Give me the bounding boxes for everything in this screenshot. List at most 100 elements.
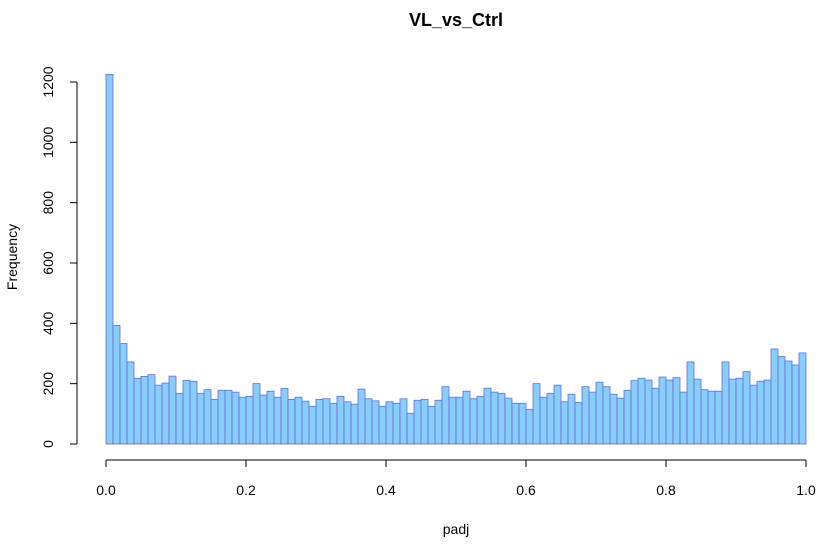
histogram-bar <box>294 396 303 445</box>
y-tick-label: 1000 <box>40 127 56 158</box>
chart-title: VL_vs_Ctrl <box>409 10 503 30</box>
x-tick-label: 0.2 <box>236 482 256 498</box>
histogram-bar <box>616 397 625 445</box>
histogram-bar <box>434 399 443 445</box>
histogram-bar <box>630 380 639 445</box>
histogram-bar <box>315 398 324 445</box>
x-tick-label: 0.8 <box>656 482 676 498</box>
histogram-bar <box>252 383 261 445</box>
histogram-bars <box>105 74 807 445</box>
histogram-bar <box>700 389 709 445</box>
histogram-bar <box>553 384 562 445</box>
histogram-bar <box>224 389 233 445</box>
x-tick-label: 1.0 <box>796 482 816 498</box>
y-tick-label: 800 <box>40 191 56 215</box>
histogram-bar <box>742 371 751 445</box>
histogram-bar <box>161 382 170 445</box>
histogram-bar <box>490 391 499 445</box>
histogram-bar <box>658 376 667 445</box>
histogram-bar <box>280 388 289 445</box>
histogram-bar <box>105 74 114 445</box>
x-tick-label: 0.6 <box>516 482 536 498</box>
x-tick-label: 0.0 <box>96 482 116 498</box>
y-axis-label: Frequency <box>4 224 20 290</box>
histogram-bar <box>371 400 380 445</box>
y-tick-label: 0 <box>40 440 56 448</box>
histogram-bar <box>595 381 604 445</box>
histogram-bar <box>588 391 597 445</box>
histogram-bar <box>539 396 548 445</box>
histogram-bar <box>714 390 723 445</box>
histogram-bar <box>364 398 373 445</box>
histogram-bar <box>399 398 408 445</box>
x-axis-label: padj <box>443 521 469 537</box>
y-axis: 0 200 400 600 800 1000 1200 <box>40 66 78 448</box>
histogram-bar <box>497 392 506 445</box>
histogram-bar <box>112 325 121 445</box>
histogram-bar <box>413 399 422 445</box>
histogram-bar <box>427 405 436 445</box>
histogram-bar <box>238 396 247 445</box>
histogram-bar <box>749 384 758 445</box>
histogram-bar <box>707 390 716 445</box>
histogram-bar <box>259 394 268 445</box>
histogram-bar <box>763 379 772 445</box>
histogram-bar <box>770 348 779 445</box>
histogram-bar <box>455 396 464 445</box>
histogram-bar <box>672 377 681 445</box>
histogram-bar <box>637 377 646 445</box>
histogram-bar <box>126 361 135 445</box>
histogram-bar <box>679 391 688 445</box>
histogram-bar <box>469 398 478 445</box>
histogram-bar <box>532 383 541 445</box>
histogram-bar <box>203 389 212 445</box>
histogram-bar <box>756 380 765 445</box>
histogram-bar <box>546 392 555 445</box>
histogram-bar <box>392 402 401 445</box>
histogram-bar <box>343 401 352 445</box>
histogram-bar <box>140 376 149 445</box>
histogram-bar <box>651 387 660 445</box>
histogram-bar <box>567 393 576 445</box>
histogram-bar <box>154 384 163 445</box>
histogram-bar <box>441 386 450 445</box>
y-tick-label: 600 <box>40 251 56 275</box>
histogram-bar <box>182 379 191 445</box>
histogram-bar <box>406 412 415 445</box>
histogram-bar <box>273 396 282 445</box>
histogram-bar <box>378 405 387 445</box>
histogram-bar <box>329 402 338 445</box>
histogram-bar <box>350 403 359 445</box>
histogram-bar <box>189 380 198 445</box>
histogram-bar <box>175 392 184 445</box>
histogram-bar <box>735 377 744 445</box>
histogram-bar <box>168 375 177 445</box>
histogram-bar <box>686 361 695 445</box>
histogram-bar <box>511 402 520 445</box>
histogram-bar <box>693 378 702 445</box>
histogram-bar <box>147 374 156 445</box>
histogram-bar <box>609 393 618 445</box>
histogram-bar <box>266 390 275 445</box>
y-tick-label: 400 <box>40 311 56 335</box>
histogram-bar <box>336 395 345 445</box>
histogram-bar <box>210 398 219 445</box>
histogram-bar <box>602 386 611 445</box>
histogram-bar <box>196 392 205 445</box>
histogram-bar <box>525 408 534 445</box>
histogram-bar <box>357 388 366 445</box>
histogram-bar <box>231 391 240 445</box>
histogram-bar <box>217 389 226 445</box>
histogram-bar <box>308 405 317 445</box>
x-tick-label: 0.4 <box>376 482 396 498</box>
histogram-bar <box>322 398 331 445</box>
histogram-bar <box>791 364 800 445</box>
histogram-bar <box>518 402 527 445</box>
histogram-bar <box>665 379 674 445</box>
histogram-bar <box>644 379 653 445</box>
histogram-bar <box>798 352 807 445</box>
histogram-bar <box>574 401 583 445</box>
histogram-bar <box>133 377 142 445</box>
histogram-bar <box>721 361 730 445</box>
